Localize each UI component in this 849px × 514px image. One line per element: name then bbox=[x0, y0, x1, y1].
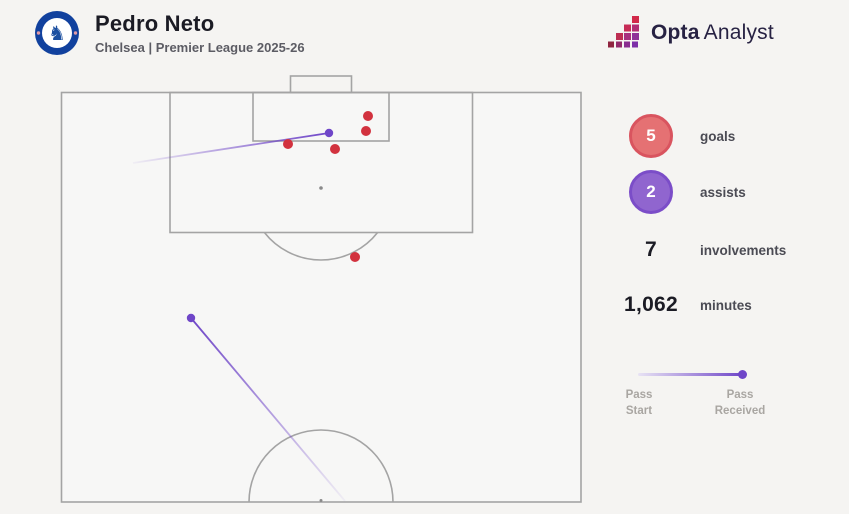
legend-pass-start-label: Pass Start bbox=[625, 389, 653, 417]
goals-label: goals bbox=[700, 128, 736, 144]
assists-label: assists bbox=[700, 184, 746, 200]
badge-inner bbox=[42, 18, 72, 48]
brand-name-bold: Opta bbox=[651, 20, 700, 44]
involvements-value: 7 bbox=[645, 238, 657, 261]
pitch-outline bbox=[60, 91, 582, 503]
pass-legend: Pass Start Pass Received bbox=[612, 369, 770, 419]
centre-spot bbox=[319, 499, 323, 502]
badge-rose-left bbox=[36, 31, 41, 35]
involvements-stat-row: 7 involvements bbox=[607, 228, 817, 272]
page-title: Pedro Neto bbox=[95, 11, 215, 36]
assist-received-dot bbox=[324, 128, 334, 138]
minutes-stat-row: 1,062 minutes bbox=[607, 283, 817, 327]
assists-badge: 2 bbox=[629, 170, 673, 214]
header: ♞ Pedro Neto Chelsea | Premier League 20… bbox=[34, 10, 305, 56]
legend-pass-line bbox=[638, 373, 743, 376]
penalty-arc bbox=[263, 232, 379, 261]
page-subtitle: Chelsea | Premier League 2025-26 bbox=[95, 40, 305, 55]
badge-rose-right bbox=[73, 31, 78, 35]
centre-circle-arc bbox=[248, 429, 394, 503]
goal-frame bbox=[289, 75, 353, 94]
legend-received-dot-icon bbox=[738, 369, 747, 379]
minutes-label: minutes bbox=[700, 297, 752, 313]
chelsea-badge: ♞ bbox=[35, 11, 79, 55]
opta-analyst-logo: Opta Analyst bbox=[608, 16, 774, 49]
opta-mosaic-icon bbox=[608, 16, 639, 48]
minutes-value: 1,062 bbox=[623, 293, 679, 316]
goal-dot bbox=[350, 252, 360, 262]
brand-name-regular: Analyst bbox=[703, 20, 774, 44]
chelsea-lion-icon: ♞ bbox=[48, 23, 66, 45]
goal-dot bbox=[283, 139, 293, 149]
assist-received-dot bbox=[186, 313, 196, 323]
assist-pass-line bbox=[132, 132, 330, 164]
legend-pass-received-label: Pass Received bbox=[714, 389, 766, 417]
goals-stat-row: 5 goals bbox=[607, 114, 817, 158]
brand-text: Opta Analyst bbox=[651, 21, 774, 45]
involvements-label: involvements bbox=[700, 242, 787, 258]
assist-pass-line bbox=[190, 317, 346, 502]
assists-value: 2 bbox=[646, 182, 656, 201]
goals-badge: 5 bbox=[629, 114, 673, 158]
six-yard-box bbox=[252, 91, 390, 142]
goals-value: 5 bbox=[646, 126, 656, 145]
goal-dot bbox=[363, 111, 373, 121]
assists-stat-row: 2 assists bbox=[607, 170, 817, 214]
goal-dot bbox=[361, 126, 371, 136]
goal-dot bbox=[330, 144, 340, 154]
penalty-spot bbox=[319, 186, 323, 190]
